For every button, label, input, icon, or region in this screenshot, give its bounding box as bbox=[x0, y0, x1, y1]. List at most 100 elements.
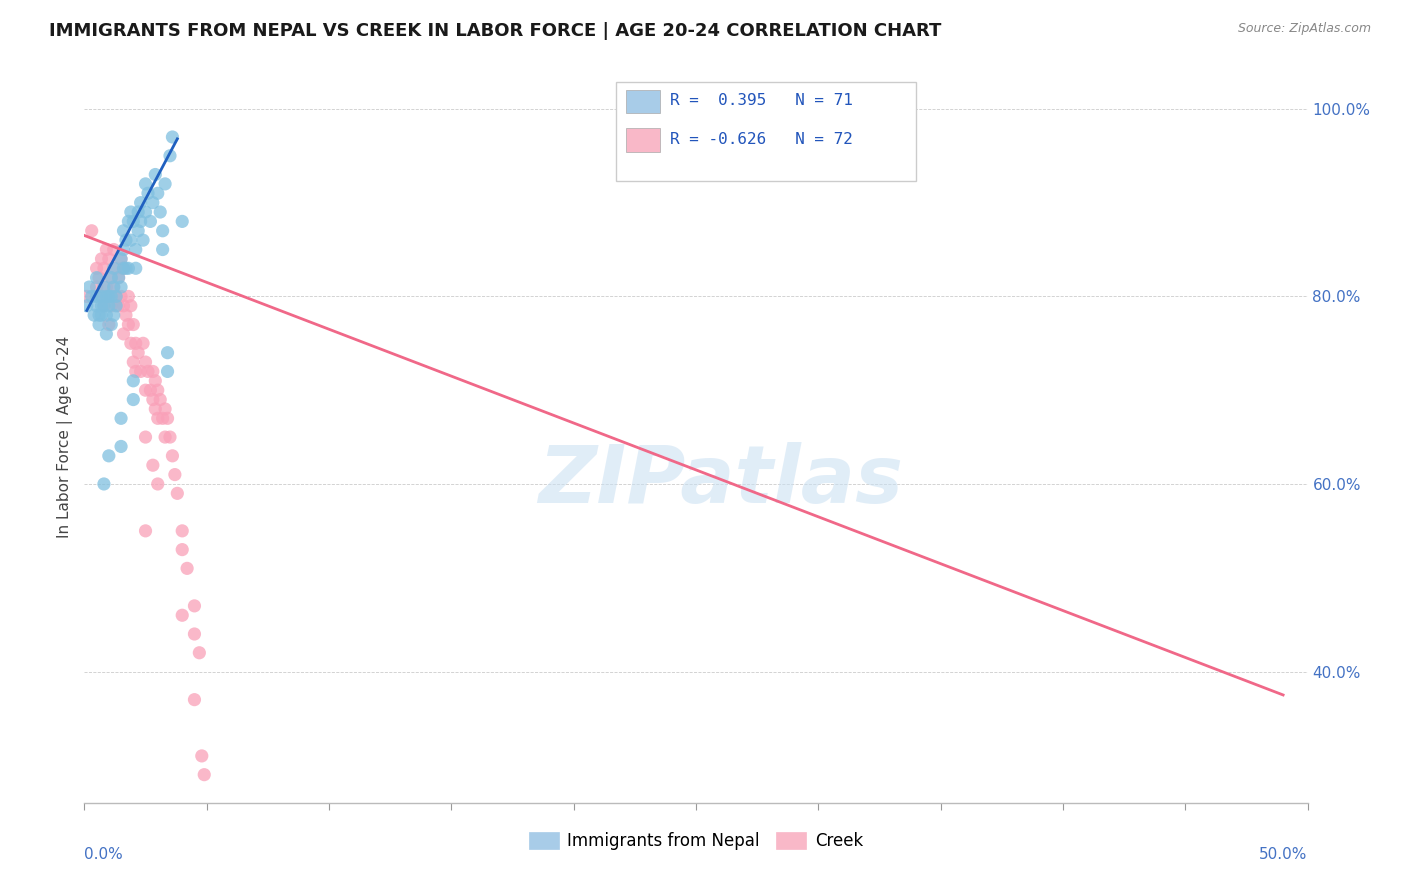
Point bbox=[97, 289, 120, 303]
Point bbox=[90, 289, 112, 303]
Point bbox=[80, 224, 103, 238]
Text: 0.0%: 0.0% bbox=[84, 847, 124, 862]
Point bbox=[112, 261, 135, 276]
Point bbox=[115, 308, 138, 322]
FancyBboxPatch shape bbox=[616, 82, 917, 181]
Y-axis label: In Labor Force | Age 20-24: In Labor Force | Age 20-24 bbox=[58, 336, 73, 538]
Point bbox=[135, 430, 157, 444]
Point bbox=[117, 318, 139, 332]
Point bbox=[103, 243, 125, 257]
Point bbox=[143, 401, 166, 416]
Point bbox=[163, 467, 186, 482]
Point bbox=[142, 364, 165, 378]
Point bbox=[120, 205, 142, 219]
Point bbox=[135, 355, 157, 369]
Point bbox=[97, 318, 120, 332]
Point bbox=[112, 224, 135, 238]
Point bbox=[90, 308, 112, 322]
Point bbox=[183, 599, 205, 613]
Point bbox=[127, 345, 149, 359]
Point bbox=[100, 289, 122, 303]
Point bbox=[183, 692, 205, 706]
Point bbox=[107, 270, 129, 285]
Point bbox=[97, 449, 120, 463]
Point bbox=[183, 627, 205, 641]
Point bbox=[117, 214, 139, 228]
Point bbox=[172, 608, 194, 623]
Point bbox=[105, 289, 128, 303]
Point bbox=[100, 299, 122, 313]
Point bbox=[105, 289, 128, 303]
Point bbox=[76, 299, 98, 313]
Point bbox=[90, 299, 112, 313]
Point bbox=[107, 299, 129, 313]
Point bbox=[159, 149, 181, 163]
Point bbox=[120, 299, 142, 313]
Point bbox=[135, 177, 157, 191]
Point bbox=[103, 280, 125, 294]
Point bbox=[87, 308, 110, 322]
Point bbox=[112, 299, 135, 313]
Point bbox=[135, 524, 157, 538]
Point bbox=[103, 261, 125, 276]
Point bbox=[107, 270, 129, 285]
Point bbox=[125, 336, 148, 351]
Point bbox=[172, 214, 194, 228]
Point bbox=[120, 233, 142, 247]
Point bbox=[142, 195, 165, 210]
Point bbox=[142, 458, 165, 473]
Point bbox=[191, 748, 214, 763]
Point bbox=[156, 411, 179, 425]
Point bbox=[172, 542, 194, 557]
Point bbox=[149, 392, 172, 407]
Point bbox=[93, 280, 115, 294]
Point bbox=[146, 477, 169, 491]
Text: R = -0.626   N = 72: R = -0.626 N = 72 bbox=[671, 132, 853, 147]
Point bbox=[152, 243, 174, 257]
Point bbox=[129, 214, 152, 228]
Point bbox=[149, 205, 172, 219]
Point bbox=[93, 261, 115, 276]
Point bbox=[90, 289, 112, 303]
Point bbox=[115, 233, 138, 247]
Point bbox=[159, 430, 181, 444]
Point bbox=[93, 299, 115, 313]
Point bbox=[103, 280, 125, 294]
Point bbox=[105, 299, 128, 313]
Point bbox=[188, 646, 211, 660]
Point bbox=[129, 195, 152, 210]
Point bbox=[110, 411, 132, 425]
Point bbox=[153, 430, 176, 444]
Point bbox=[96, 308, 118, 322]
Point bbox=[93, 299, 115, 313]
Point bbox=[87, 270, 110, 285]
Text: ZIPatlas: ZIPatlas bbox=[538, 442, 903, 520]
Point bbox=[132, 233, 155, 247]
Point bbox=[122, 318, 145, 332]
Point bbox=[166, 486, 188, 500]
Point bbox=[156, 364, 179, 378]
Point bbox=[193, 767, 215, 781]
Point bbox=[100, 318, 122, 332]
Point bbox=[153, 177, 176, 191]
Point bbox=[105, 261, 128, 276]
Point bbox=[152, 411, 174, 425]
Point bbox=[100, 270, 122, 285]
Point bbox=[136, 364, 159, 378]
FancyBboxPatch shape bbox=[626, 128, 661, 152]
Text: IMMIGRANTS FROM NEPAL VS CREEK IN LABOR FORCE | AGE 20-24 CORRELATION CHART: IMMIGRANTS FROM NEPAL VS CREEK IN LABOR … bbox=[49, 22, 942, 40]
Point bbox=[136, 186, 159, 201]
Point bbox=[139, 214, 162, 228]
Point bbox=[120, 336, 142, 351]
Point bbox=[143, 168, 166, 182]
Point bbox=[162, 449, 184, 463]
Point bbox=[96, 326, 118, 341]
Point bbox=[132, 336, 155, 351]
Point bbox=[86, 280, 108, 294]
Point bbox=[90, 252, 112, 266]
Text: Source: ZipAtlas.com: Source: ZipAtlas.com bbox=[1237, 22, 1371, 36]
Point bbox=[86, 261, 108, 276]
Point bbox=[115, 261, 138, 276]
Point bbox=[127, 224, 149, 238]
Point bbox=[125, 364, 148, 378]
